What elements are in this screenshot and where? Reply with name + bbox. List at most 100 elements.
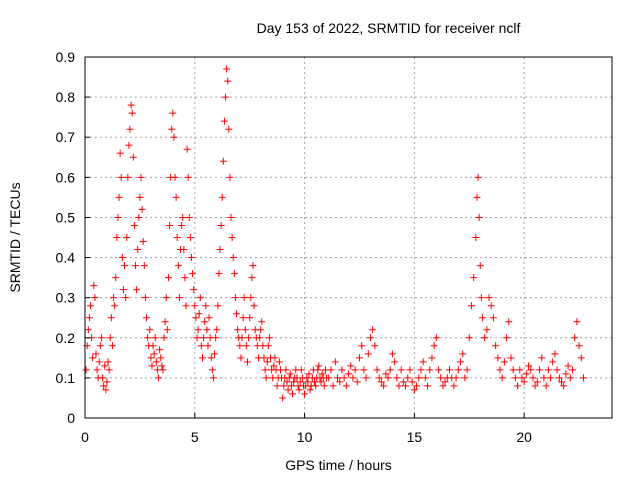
data-point [410,386,418,394]
data-point [110,294,118,302]
data-point [320,382,328,390]
data-point [211,350,219,358]
y-tick-label: 0.8 [56,89,76,105]
data-point [492,342,500,350]
data-point [117,173,125,181]
data-point [187,254,195,262]
data-point [132,262,140,270]
data-point [382,370,390,378]
data-point [305,370,313,378]
data-point [579,374,587,382]
data-point [577,354,585,362]
data-point [239,314,247,322]
data-point [540,374,548,382]
data-point [454,366,462,374]
data-point [325,374,333,382]
data-point [190,286,198,294]
data-point [108,342,116,350]
data-point [531,382,539,390]
data-point [467,302,475,310]
data-point [371,342,379,350]
data-point [560,382,568,390]
data-point [301,390,309,398]
data-point [194,326,202,334]
data-point [214,302,222,310]
data-point [121,262,129,270]
data-point [139,238,147,246]
data-point [571,334,579,342]
data-point [257,326,265,334]
data-point [511,374,519,382]
data-point [106,334,114,342]
data-point [227,213,235,221]
data-point [441,378,449,386]
data-point [452,374,460,382]
data-point [395,382,403,390]
data-point [542,382,550,390]
data-point [92,350,100,358]
data-point [152,358,160,366]
data-point [498,374,506,382]
data-point [230,270,238,278]
data-point [169,109,177,117]
data-point [312,382,320,390]
data-point [404,374,412,382]
data-point [399,378,407,386]
data-point [175,294,183,302]
data-point [207,354,215,362]
data-point [85,314,93,322]
grid-lines [85,57,612,418]
data-point [256,334,264,342]
data-point [375,374,383,382]
data-point [112,274,120,282]
data-point [334,374,342,382]
data-point [172,193,180,201]
data-point [148,362,156,370]
axis-ticks: 0 0.1 0.2 0.3 0.4 0.5 0.6 0.7 0.8 0.9 0 5 10 15 20 [56,49,533,445]
data-point [475,213,483,221]
data-point [216,246,224,254]
data-point [279,394,287,402]
data-point [575,342,583,350]
data-point [128,109,136,117]
data-point [366,334,374,342]
data-point [355,354,363,362]
data-point [138,205,146,213]
data-point [189,270,197,278]
data-point [435,366,443,374]
data-point [133,286,141,294]
data-point [483,326,491,334]
data-point [555,374,563,382]
data-point [218,193,226,201]
data-point [225,125,233,133]
data-point [119,286,127,294]
data-point [240,294,248,302]
data-point [166,221,174,229]
data-point [384,374,392,382]
data-point [204,342,212,350]
data-point [421,374,429,382]
data-point [191,302,199,310]
data-point [450,382,458,390]
data-point [284,386,292,394]
data-point [114,213,122,221]
data-point [527,366,535,374]
data-point [327,366,335,374]
data-point [478,314,486,322]
data-point [347,362,355,370]
data-point [289,390,297,398]
data-point [465,334,473,342]
data-point [125,141,133,149]
data-point [205,314,213,322]
data-point [258,318,266,326]
data-point [182,302,190,310]
y-tick-label: 0.2 [56,330,76,346]
data-point [89,354,97,362]
data-point [134,246,142,254]
data-point [233,310,241,318]
data-point [461,374,469,382]
data-point [107,314,115,322]
data-point [522,370,530,378]
data-point [115,193,123,201]
